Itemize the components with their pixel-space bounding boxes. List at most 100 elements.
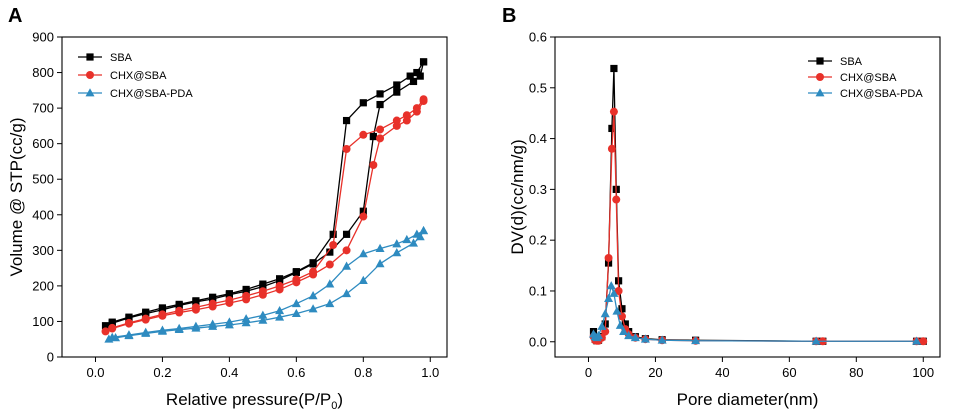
x-axis-title: Pore diameter(nm): [677, 390, 819, 409]
x-tick-label: 1.0: [421, 365, 439, 380]
data-point: [619, 326, 629, 336]
legend-marker: [815, 88, 825, 97]
data-point: [157, 325, 167, 334]
legend-marker: [816, 73, 824, 81]
data-point: [224, 317, 234, 326]
data-point: [392, 248, 402, 257]
y-tick-label: 0.0: [529, 334, 547, 349]
data-point: [142, 308, 150, 316]
series-chx-sba: [589, 107, 928, 346]
data-point: [158, 304, 167, 312]
data-point: [359, 130, 368, 139]
data-point: [175, 300, 183, 308]
y-tick-label: 500: [32, 172, 54, 187]
data-point: [358, 249, 368, 258]
data-point: [242, 291, 251, 300]
y-tick-label: 800: [32, 65, 54, 80]
data-point: [326, 248, 334, 256]
y-tick-label: 200: [32, 278, 54, 293]
data-point: [325, 279, 335, 288]
x-axis-title: Relative pressure(P/P0): [166, 390, 343, 412]
data-point: [607, 144, 616, 153]
data-point: [325, 298, 335, 308]
x-tick-label: 0: [585, 365, 592, 380]
data-point: [919, 337, 928, 346]
plot-frame: [61, 36, 448, 358]
legend-label: CHX@SBA-PDA: [110, 88, 193, 100]
data-point: [291, 308, 301, 318]
data-point: [597, 321, 607, 330]
data-point: [192, 297, 200, 305]
data-point: [657, 335, 667, 344]
x-axis-title-suffix: ): [337, 390, 343, 409]
data-point: [409, 77, 418, 86]
data-point: [369, 161, 378, 169]
data-point: [392, 116, 401, 125]
data-point: [402, 111, 411, 120]
y-tick-label: 900: [32, 30, 54, 45]
data-point: [406, 72, 414, 80]
series-chx-sba-pda: [104, 225, 429, 343]
y-tick-label: 0.3: [529, 182, 547, 197]
legend-marker: [85, 88, 95, 97]
panel-label: A: [8, 5, 22, 27]
x-tick-label: 80: [849, 365, 863, 380]
legend-label: SBA: [110, 52, 133, 64]
x-axis-title-main: Relative pressure(P/P: [166, 390, 331, 409]
data-point: [615, 320, 625, 329]
x-tick-label: 100: [912, 365, 934, 380]
series-sba: [589, 64, 927, 345]
data-point: [309, 259, 317, 267]
x-tick-label: 20: [648, 365, 662, 380]
y-tick-label: 0: [47, 350, 54, 365]
legend-label: CHX@SBA: [840, 72, 897, 84]
data-point: [630, 332, 640, 342]
data-point: [376, 125, 385, 134]
data-point: [342, 246, 351, 255]
series-line: [108, 230, 425, 340]
legend-marker: [86, 71, 94, 79]
data-point: [811, 336, 821, 345]
data-point: [608, 124, 616, 133]
data-point: [308, 291, 318, 300]
y-tick-label: 100: [32, 314, 54, 329]
plot-area: [101, 58, 429, 343]
data-point: [624, 330, 634, 340]
data-point: [308, 304, 318, 313]
y-tick-label: 400: [32, 207, 54, 222]
y-tick-label: 600: [32, 136, 54, 151]
data-point: [342, 116, 351, 125]
data-point: [275, 281, 284, 290]
x-tick-label: 0.6: [287, 365, 305, 380]
y-tick-label: 700: [32, 101, 54, 116]
data-point: [125, 313, 133, 321]
data-point: [369, 132, 377, 141]
data-point: [329, 241, 338, 249]
data-point: [108, 323, 117, 332]
data-point: [225, 290, 233, 298]
legend: SBA CHX@SBA CHX@SBA-PDA: [78, 52, 193, 100]
data-point: [412, 104, 421, 113]
data-point: [376, 90, 384, 98]
panel-b: B 0 20 40 60 80 100 0.0 0.1 0.2 0.3 0.4 0.5 0.6 Pore d…: [502, 5, 941, 409]
data-point: [612, 195, 621, 204]
x-tick-label: 0.0: [86, 365, 104, 380]
series-sba: [101, 58, 428, 330]
x-tick-label: 0.4: [220, 365, 238, 380]
data-point: [358, 275, 368, 284]
y-tick-label: 0.6: [529, 30, 547, 45]
data-point: [107, 332, 117, 341]
data-point: [225, 296, 234, 305]
data-point: [241, 314, 251, 323]
legend-label: CHX@SBA: [110, 70, 167, 82]
data-point: [325, 260, 334, 269]
data-point: [412, 229, 422, 238]
data-point: [342, 145, 351, 153]
data-point: [594, 330, 604, 340]
data-point: [359, 212, 368, 221]
data-point: [291, 298, 301, 308]
data-point: [191, 303, 200, 312]
data-point: [409, 238, 419, 247]
data-point: [292, 268, 300, 276]
